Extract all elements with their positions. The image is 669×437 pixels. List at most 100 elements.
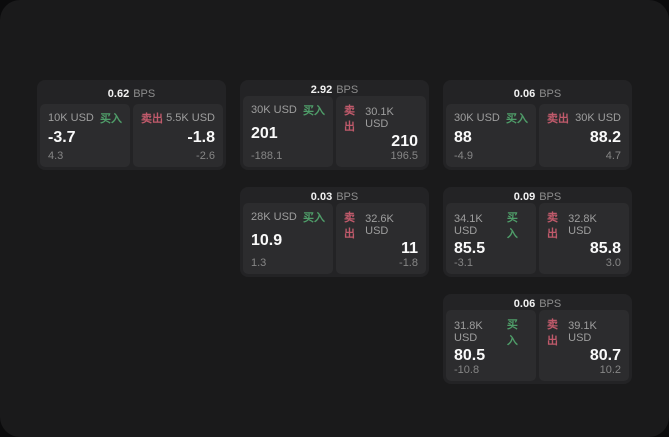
spread-bps-value: 0.06	[513, 87, 536, 100]
sell-pane-top: 卖出 39.1K USD	[547, 316, 621, 348]
spread-bps-value: 0.09	[513, 190, 536, 203]
buy-quote-pane[interactable]: 28K USD 买入 10.9 1.3	[243, 203, 333, 274]
buy-side-tag: 买入	[303, 105, 325, 117]
sell-price: 88.2	[589, 129, 621, 146]
bps-unit-label: BPS	[133, 87, 156, 100]
buy-side-tag: 买入	[506, 319, 518, 347]
sell-delta: -2.6	[196, 150, 215, 162]
quote-card-body: 30K USD 买入 88 -4.9 卖出 30K USD 88.2 4.7	[446, 104, 629, 167]
bps-unit-label: BPS	[539, 297, 562, 310]
buy-delta: 1.3	[251, 257, 267, 269]
buy-amount: 28K USD	[251, 211, 297, 223]
buy-price: 85.5	[454, 240, 486, 257]
quote-card-body: 31.8K USD 买入 80.5 -10.8 卖出 39.1K USD 80.…	[446, 310, 629, 381]
sell-quote-pane[interactable]: 卖出 5.5K USD -1.8 -2.6	[133, 104, 223, 167]
quote-card-body: 10K USD 买入 -3.7 4.3 卖出 5.5K USD -1.8 -2.…	[40, 104, 223, 167]
sell-side-tag: 卖出	[547, 113, 569, 125]
buy-pane-top: 34.1K USD 买入	[454, 209, 528, 241]
quote-card-body: 28K USD 买入 10.9 1.3 卖出 32.6K USD 11 -1.8	[243, 203, 426, 274]
sell-price: 80.7	[589, 347, 621, 364]
buy-side-tag: 买入	[100, 113, 122, 125]
bps-unit-label: BPS	[336, 190, 359, 203]
quote-card: 0.06 BPS 30K USD 买入 88 -4.9 卖出 30K USD 8…	[443, 80, 632, 170]
buy-pane-top: 30K USD 买入	[251, 102, 325, 118]
quote-card-header: 0.09 BPS	[446, 190, 629, 203]
quote-card-header: 0.06 BPS	[446, 297, 629, 310]
quote-card-header: 2.92 BPS	[243, 83, 426, 96]
sell-pane-top: 卖出 30K USD	[547, 110, 621, 126]
quote-card: 0.09 BPS 34.1K USD 买入 85.5 -3.1 卖出 32.8K…	[443, 187, 632, 277]
bps-unit-label: BPS	[539, 87, 562, 100]
quote-card-body: 30K USD 买入 201 -188.1 卖出 30.1K USD 210 1…	[243, 96, 426, 167]
quote-card-header: 0.03 BPS	[243, 190, 426, 203]
sell-pane-top: 卖出 32.8K USD	[547, 209, 621, 241]
sell-delta: 4.7	[605, 150, 621, 162]
buy-quote-pane[interactable]: 30K USD 买入 88 -4.9	[446, 104, 536, 167]
buy-pane-top: 28K USD 买入	[251, 209, 325, 225]
sell-side-tag: 卖出	[547, 319, 558, 347]
sell-delta: -1.8	[399, 257, 418, 269]
buy-delta: -188.1	[251, 150, 283, 162]
quote-card: 0.03 BPS 28K USD 买入 10.9 1.3 卖出 32.6K US…	[240, 187, 429, 277]
quote-card: 0.06 BPS 31.8K USD 买入 80.5 -10.8 卖出 39.1…	[443, 294, 632, 384]
buy-quote-pane[interactable]: 34.1K USD 买入 85.5 -3.1	[446, 203, 536, 274]
bps-unit-label: BPS	[336, 83, 359, 96]
sell-side-tag: 卖出	[344, 212, 355, 240]
buy-delta: 4.3	[48, 150, 64, 162]
buy-pane-top: 31.8K USD 买入	[454, 316, 528, 348]
sell-amount: 30.1K USD	[365, 106, 394, 130]
quote-card: 2.92 BPS 30K USD 买入 201 -188.1 卖出 30.1K …	[240, 80, 429, 170]
sell-delta: 10.2	[599, 364, 621, 376]
quote-card-header: 0.62 BPS	[40, 83, 223, 104]
buy-quote-pane[interactable]: 30K USD 买入 201 -188.1	[243, 96, 333, 167]
buy-side-tag: 买入	[506, 212, 518, 240]
buy-side-tag: 买入	[303, 212, 325, 224]
sell-quote-pane[interactable]: 卖出 30K USD 88.2 4.7	[539, 104, 629, 167]
sell-pane-top: 卖出 5.5K USD	[141, 110, 215, 126]
buy-price: 201	[251, 125, 278, 142]
sell-price: 11	[401, 240, 418, 257]
buy-price: -3.7	[48, 129, 76, 146]
sell-delta: 3.0	[605, 257, 621, 269]
buy-delta: -3.1	[454, 257, 473, 269]
buy-amount: 30K USD	[454, 112, 500, 124]
buy-delta: -10.8	[454, 364, 480, 376]
buy-delta: -4.9	[454, 150, 473, 162]
buy-amount: 10K USD	[48, 112, 94, 124]
buy-pane-top: 10K USD 买入	[48, 110, 122, 126]
spread-bps-value: 0.06	[513, 297, 536, 310]
spread-bps-value: 0.03	[310, 190, 333, 203]
quote-card-body: 34.1K USD 买入 85.5 -3.1 卖出 32.8K USD 85.8…	[446, 203, 629, 274]
sell-side-tag: 卖出	[344, 105, 355, 133]
bps-unit-label: BPS	[539, 190, 562, 203]
sell-amount: 39.1K USD	[568, 320, 597, 344]
sell-side-tag: 卖出	[547, 212, 558, 240]
sell-quote-pane[interactable]: 卖出 39.1K USD 80.7 10.2	[539, 310, 629, 381]
buy-amount: 30K USD	[251, 104, 297, 116]
sell-price: 210	[391, 133, 418, 150]
quote-card-header: 0.06 BPS	[446, 83, 629, 104]
spread-bps-value: 2.92	[310, 83, 333, 96]
sell-price: 85.8	[589, 240, 621, 257]
quotes-grid: 0.62 BPS 10K USD 买入 -3.7 4.3 卖出 5.5K USD…	[37, 80, 632, 384]
buy-price: 88	[454, 129, 472, 146]
sell-amount: 32.6K USD	[365, 213, 394, 237]
buy-side-tag: 买入	[506, 113, 528, 125]
sell-pane-top: 卖出 30.1K USD	[344, 102, 418, 134]
spread-bps-value: 0.62	[107, 87, 130, 100]
buy-amount: 34.1K USD	[454, 213, 483, 237]
buy-price: 80.5	[454, 347, 486, 364]
sell-amount: 32.8K USD	[568, 213, 597, 237]
sell-quote-pane[interactable]: 卖出 32.8K USD 85.8 3.0	[539, 203, 629, 274]
sell-amount: 5.5K USD	[166, 112, 215, 124]
sell-side-tag: 卖出	[141, 113, 163, 125]
buy-quote-pane[interactable]: 31.8K USD 买入 80.5 -10.8	[446, 310, 536, 381]
sell-quote-pane[interactable]: 卖出 32.6K USD 11 -1.8	[336, 203, 426, 274]
sell-quote-pane[interactable]: 卖出 30.1K USD 210 196.5	[336, 96, 426, 167]
buy-quote-pane[interactable]: 10K USD 买入 -3.7 4.3	[40, 104, 130, 167]
sell-price: -1.8	[187, 129, 215, 146]
sell-delta: 196.5	[390, 150, 418, 162]
quote-card: 0.62 BPS 10K USD 买入 -3.7 4.3 卖出 5.5K USD…	[37, 80, 226, 170]
buy-pane-top: 30K USD 买入	[454, 110, 528, 126]
